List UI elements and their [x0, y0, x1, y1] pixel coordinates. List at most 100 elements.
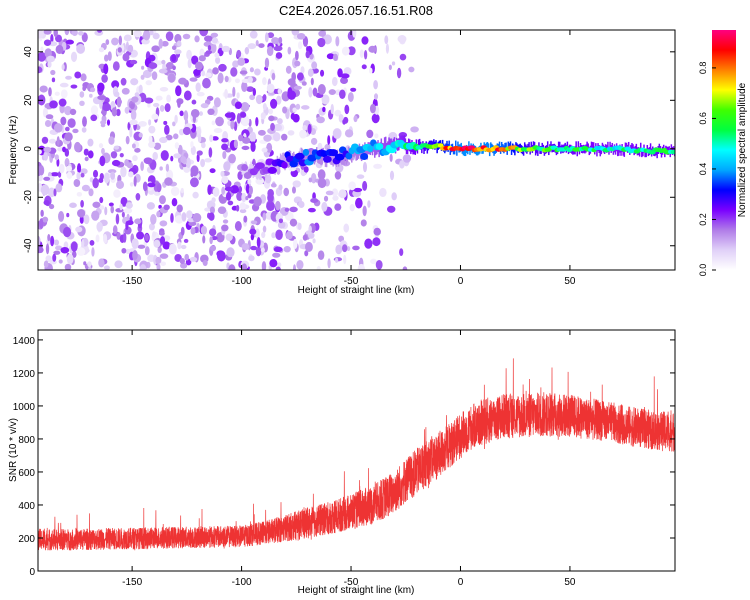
signal-blob	[262, 166, 270, 174]
noise-blob	[255, 40, 259, 47]
noise-blob	[90, 105, 99, 116]
noise-blob	[82, 116, 87, 127]
signal-halo	[457, 141, 459, 150]
colorbar-tick-label: 0.0	[698, 264, 708, 277]
noise-blob	[65, 126, 70, 132]
noise-blob	[253, 196, 262, 207]
noise-blob	[271, 37, 280, 45]
noise-blob	[226, 247, 235, 258]
noise-blob	[189, 256, 198, 262]
signal-blob	[307, 154, 317, 162]
noise-blob	[76, 172, 81, 180]
noise-blob	[277, 118, 283, 125]
noise-blob	[318, 30, 326, 37]
noise-blob	[104, 54, 109, 62]
noise-blob	[115, 108, 121, 117]
noise-blob	[310, 197, 319, 203]
noise-blob	[163, 120, 168, 125]
signal-blob	[294, 152, 305, 160]
noise-blob	[275, 52, 283, 59]
signal-halo	[455, 140, 457, 149]
y-tick-label: 1200	[13, 369, 36, 380]
noise-blob	[240, 101, 250, 112]
noise-blob	[287, 46, 292, 55]
noise-blob	[152, 151, 158, 161]
noise-blob	[153, 191, 161, 196]
noise-blob	[40, 46, 44, 52]
noise-blob	[76, 191, 83, 197]
noise-blob	[192, 191, 199, 199]
noise-blob	[200, 103, 209, 109]
noise-blob	[331, 76, 338, 87]
x-tick-label: -150	[122, 577, 142, 588]
noise-blob	[211, 197, 216, 203]
noise-blob	[179, 258, 185, 265]
noise-blob	[83, 148, 89, 156]
signal-halo	[389, 138, 391, 151]
noise-blob	[42, 107, 48, 118]
noise-blob	[58, 163, 65, 174]
noise-blob	[78, 31, 84, 36]
noise-blob	[343, 67, 352, 76]
noise-blob	[295, 103, 301, 110]
noise-blob	[137, 244, 146, 249]
noise-blob	[155, 95, 163, 101]
signal-halo	[436, 145, 438, 154]
noise-blob	[297, 41, 303, 50]
noise-blob	[159, 136, 168, 144]
signal-halo	[618, 147, 620, 156]
signal-halo	[343, 153, 345, 166]
noise-blob	[332, 128, 342, 139]
noise-blob	[55, 183, 63, 193]
noise-blob	[269, 259, 278, 268]
noise-blob	[293, 85, 302, 90]
noise-blob	[89, 240, 95, 246]
noise-blob	[340, 73, 350, 79]
noise-blob	[54, 91, 60, 96]
noise-blob	[255, 228, 260, 239]
noise-blob	[134, 218, 142, 225]
noise-blob	[48, 138, 57, 144]
noise-blob	[213, 128, 223, 134]
noise-blob	[372, 237, 381, 247]
noise-blob	[138, 121, 147, 127]
signal-blob	[670, 149, 675, 155]
noise-blob	[262, 212, 267, 221]
noise-blob	[74, 141, 81, 153]
noise-blob	[113, 189, 121, 198]
noise-blob	[71, 250, 77, 258]
signal-halo	[426, 145, 429, 154]
noise-blob	[327, 135, 331, 145]
signal-halo	[283, 152, 285, 165]
noise-blob	[159, 104, 165, 112]
noise-blob	[211, 120, 216, 126]
noise-blob	[250, 245, 258, 251]
noise-blob	[63, 226, 72, 238]
noise-blob	[81, 239, 85, 248]
noise-blob	[138, 132, 143, 138]
noise-blob	[242, 136, 251, 144]
noise-blob	[299, 129, 307, 139]
noise-blob	[292, 107, 297, 113]
noise-blob	[207, 108, 215, 116]
noise-blob	[190, 141, 194, 148]
x-tick-label: -100	[232, 276, 252, 287]
noise-blob	[205, 50, 213, 55]
noise-blob	[301, 81, 307, 86]
noise-blob	[60, 116, 67, 126]
signal-halo	[366, 147, 368, 160]
noise-blob	[248, 185, 253, 195]
noise-blob	[237, 57, 246, 66]
noise-blob	[200, 225, 208, 235]
noise-blob	[108, 202, 114, 207]
noise-blob	[51, 77, 56, 83]
noise-blob	[45, 243, 50, 255]
noise-blob	[246, 86, 255, 92]
noise-blob	[170, 213, 174, 224]
noise-blob	[369, 103, 376, 114]
noise-blob	[171, 198, 178, 207]
noise-blob	[147, 103, 151, 108]
noise-blob	[402, 266, 408, 270]
y-tick-label: 800	[18, 435, 35, 446]
